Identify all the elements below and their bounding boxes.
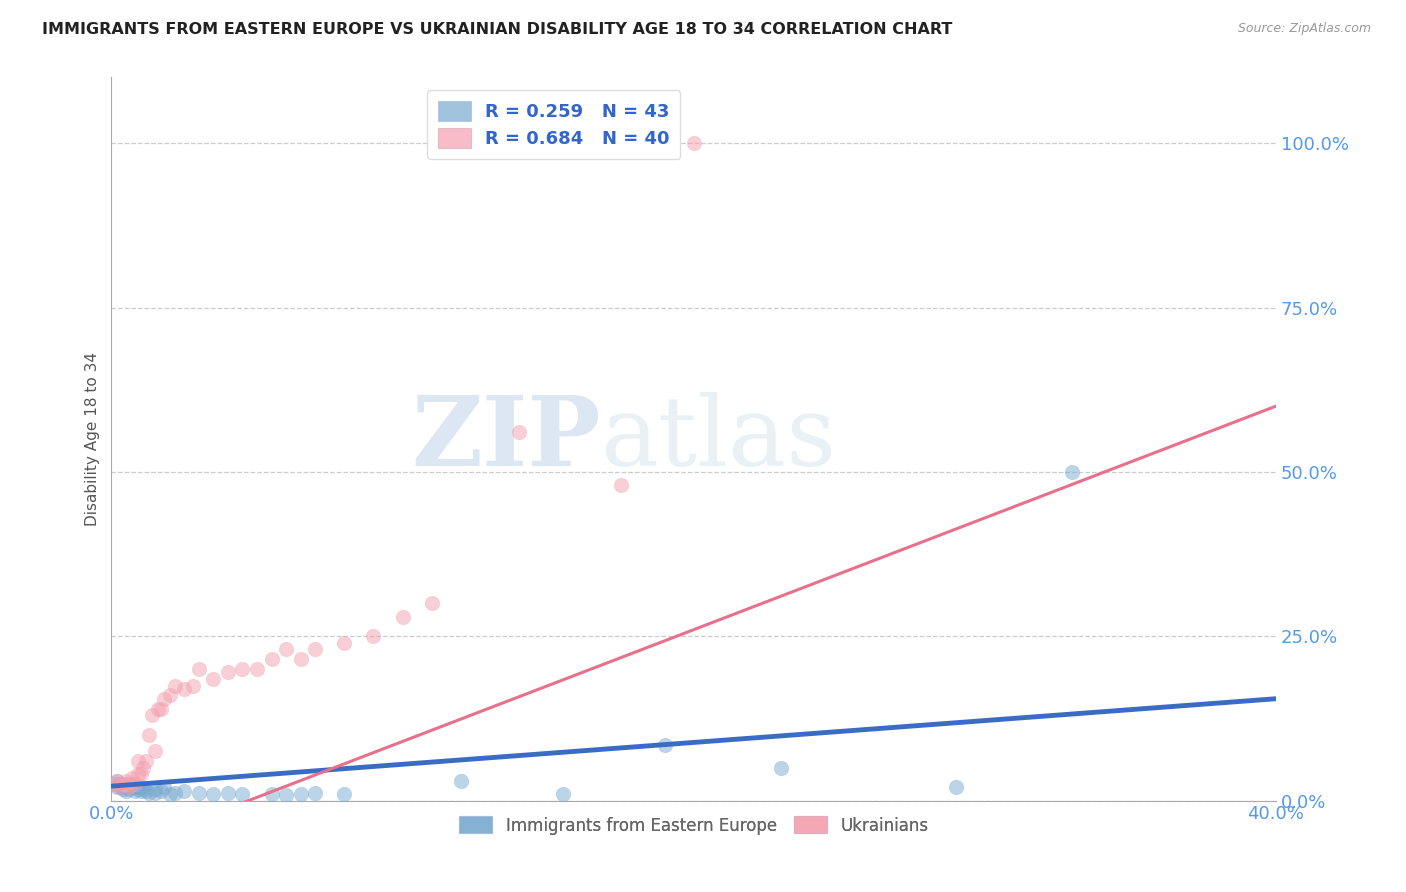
- Point: [290, 652, 312, 666]
- Point: [149, 701, 172, 715]
- Point: [121, 777, 143, 791]
- Point: [146, 701, 169, 715]
- Point: [105, 773, 128, 788]
- Point: [260, 787, 283, 801]
- Point: [105, 780, 128, 795]
- Text: atlas: atlas: [600, 392, 837, 486]
- Point: [246, 662, 269, 676]
- Point: [231, 787, 253, 801]
- Point: [274, 789, 297, 803]
- Point: [127, 754, 149, 768]
- Text: ZIP: ZIP: [411, 392, 600, 486]
- Y-axis label: Disability Age 18 to 34: Disability Age 18 to 34: [86, 352, 100, 526]
- Point: [115, 777, 138, 791]
- Point: [118, 779, 141, 793]
- Point: [112, 781, 135, 796]
- Point: [115, 773, 138, 788]
- Point: [129, 780, 152, 795]
- Point: [143, 744, 166, 758]
- Point: [115, 783, 138, 797]
- Point: [143, 781, 166, 796]
- Point: [115, 780, 138, 795]
- Point: [508, 425, 530, 440]
- Point: [135, 754, 157, 768]
- Point: [153, 780, 176, 795]
- Point: [159, 689, 181, 703]
- Point: [217, 786, 239, 800]
- Point: [231, 662, 253, 676]
- Point: [121, 771, 143, 785]
- Point: [132, 781, 155, 796]
- Point: [173, 783, 195, 797]
- Point: [304, 786, 326, 800]
- Point: [202, 787, 225, 801]
- Point: [105, 773, 128, 788]
- Point: [290, 787, 312, 801]
- Point: [127, 767, 149, 781]
- Text: IMMIGRANTS FROM EASTERN EUROPE VS UKRAINIAN DISABILITY AGE 18 TO 34 CORRELATION : IMMIGRANTS FROM EASTERN EUROPE VS UKRAIN…: [42, 22, 952, 37]
- Point: [108, 780, 131, 795]
- Point: [143, 786, 166, 800]
- Point: [304, 642, 326, 657]
- Point: [135, 783, 157, 797]
- Point: [551, 787, 574, 801]
- Point: [391, 609, 413, 624]
- Point: [129, 767, 152, 781]
- Text: Source: ZipAtlas.com: Source: ZipAtlas.com: [1237, 22, 1371, 36]
- Point: [217, 665, 239, 680]
- Point: [129, 783, 152, 797]
- Point: [654, 738, 676, 752]
- Point: [181, 679, 204, 693]
- Point: [138, 786, 160, 800]
- Point: [187, 662, 209, 676]
- Point: [769, 761, 792, 775]
- Point: [159, 787, 181, 801]
- Point: [127, 781, 149, 796]
- Point: [103, 777, 125, 791]
- Point: [274, 642, 297, 657]
- Point: [138, 728, 160, 742]
- Point: [124, 777, 146, 791]
- Point: [112, 777, 135, 791]
- Point: [118, 781, 141, 796]
- Point: [450, 773, 472, 788]
- Point: [165, 786, 187, 800]
- Point: [108, 777, 131, 791]
- Point: [187, 786, 209, 800]
- Point: [132, 761, 155, 775]
- Point: [1062, 465, 1084, 479]
- Point: [121, 780, 143, 795]
- Point: [108, 780, 131, 795]
- Point: [420, 596, 443, 610]
- Point: [153, 691, 176, 706]
- Point: [149, 783, 172, 797]
- Point: [141, 708, 163, 723]
- Point: [112, 779, 135, 793]
- Legend: Immigrants from Eastern Europe, Ukrainians: Immigrants from Eastern Europe, Ukrainia…: [451, 808, 936, 843]
- Point: [118, 780, 141, 795]
- Point: [202, 672, 225, 686]
- Point: [363, 629, 385, 643]
- Point: [124, 780, 146, 795]
- Point: [333, 787, 356, 801]
- Point: [333, 636, 356, 650]
- Point: [682, 136, 704, 151]
- Point: [173, 681, 195, 696]
- Point: [610, 478, 633, 492]
- Point: [945, 780, 967, 795]
- Point: [103, 777, 125, 791]
- Point: [165, 679, 187, 693]
- Point: [124, 783, 146, 797]
- Point: [260, 652, 283, 666]
